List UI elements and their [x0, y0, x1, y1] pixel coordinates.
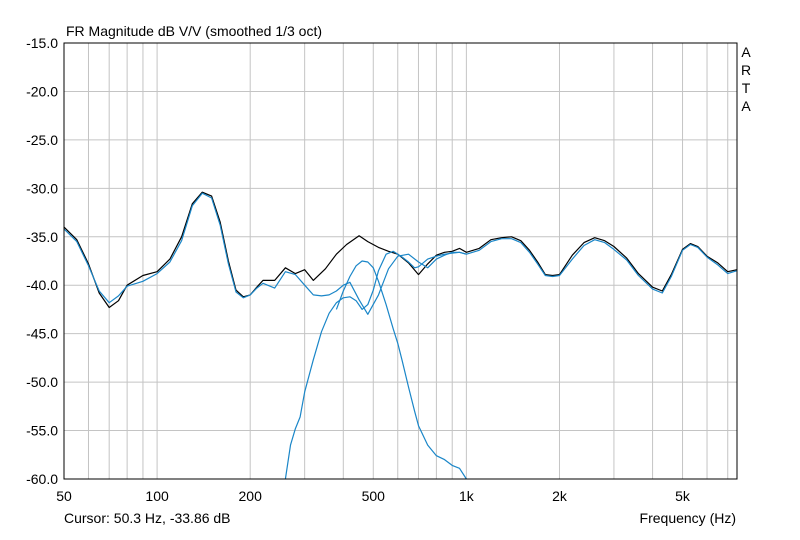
x-tick-label: 2k: [552, 488, 568, 504]
plot-border: [63, 42, 738, 480]
y-tick-label: -25.0: [26, 132, 58, 148]
vertical-gridlines: [87, 43, 729, 479]
watermark-letter: A: [741, 98, 751, 114]
plot-background: [64, 43, 737, 479]
x-tick-label: 1k: [459, 488, 475, 504]
watermark-letter: R: [741, 62, 751, 78]
watermark-letter: A: [741, 44, 751, 60]
x-tick-label: 5k: [675, 488, 691, 504]
cursor-readout: Cursor: 50.3 Hz, -33.86 dB: [64, 510, 231, 526]
x-tick-labels: 50 100 200 500 1k 2k 5k: [56, 488, 691, 504]
x-tick-label: 50: [56, 488, 72, 504]
x-axis-label: Frequency (Hz): [640, 510, 736, 526]
series-line-2: [63, 192, 738, 315]
series-line-3: [284, 250, 467, 480]
x-tick-label: 200: [239, 488, 263, 504]
y-tick-label: -15.0: [26, 35, 58, 51]
watermark-letter: T: [742, 80, 751, 96]
series-line-1: [63, 191, 738, 309]
plot-frame: [63, 42, 738, 480]
y-tick-label: -40.0: [26, 277, 58, 293]
y-tick-labels: -15.0 -20.0 -25.0 -30.0 -35.0 -40.0 -45.0 -50.0…: [26, 35, 58, 487]
y-tick-label: -55.0: [26, 423, 58, 439]
y-tick-label: -45.0: [26, 326, 58, 342]
y-tick-label: -30.0: [26, 180, 58, 196]
series-group: [63, 191, 738, 480]
plot-area: [64, 43, 737, 479]
y-tick-label: -35.0: [26, 229, 58, 245]
x-tick-label: 100: [145, 488, 169, 504]
chart-title: FR Magnitude dB V/V (smoothed 1/3 oct): [66, 23, 322, 39]
x-tick-label: 500: [362, 488, 386, 504]
series-line-4: [335, 260, 467, 480]
y-tick-label: -50.0: [26, 374, 58, 390]
y-tick-label: -60.0: [26, 471, 58, 487]
y-tick-label: -20.0: [26, 83, 58, 99]
